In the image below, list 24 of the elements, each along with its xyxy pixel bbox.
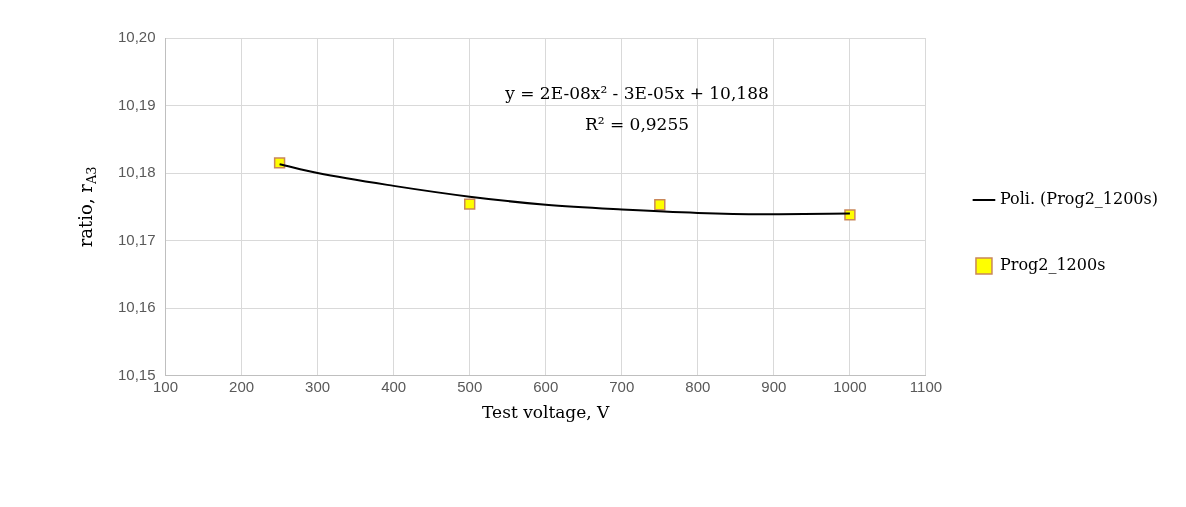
point: [654, 199, 666, 211]
legend-label: Prog2_1200s: [999, 255, 1106, 275]
annotation: R² = 0,9255: [584, 114, 690, 135]
y-tick-label: 10,18: [117, 163, 156, 181]
x-tick-label: 900: [761, 377, 787, 395]
annotation: y = 2E-08x² - 3E-05x + 10,188: [504, 83, 769, 104]
x-tick-label: 400: [381, 377, 407, 395]
y-tick-label: 10,19: [117, 95, 156, 113]
x-tick-label: 1100: [909, 377, 943, 395]
x-tick-label: 200: [229, 377, 255, 395]
y-tick-label: 10,20: [117, 28, 156, 46]
x-axis-title: Test voltage, V: [482, 402, 611, 423]
y-axis-title: ratio, rA3: [75, 166, 99, 248]
x-tick-label: 500: [457, 377, 483, 395]
y-tick-label: 10,17: [117, 230, 156, 248]
x-tick-label: 700: [609, 377, 635, 395]
x-tick-label: 1000: [833, 377, 867, 395]
point: [464, 198, 476, 210]
x-tick-label: 600: [533, 377, 559, 395]
x-tick-label: 300: [305, 377, 331, 395]
legend-label: Poli. (Prog2_1200s): [999, 189, 1159, 209]
y-tick-label: 10,15: [117, 365, 156, 383]
y-tick-label: 10,16: [117, 298, 156, 316]
x-tick-label: 800: [685, 377, 711, 395]
